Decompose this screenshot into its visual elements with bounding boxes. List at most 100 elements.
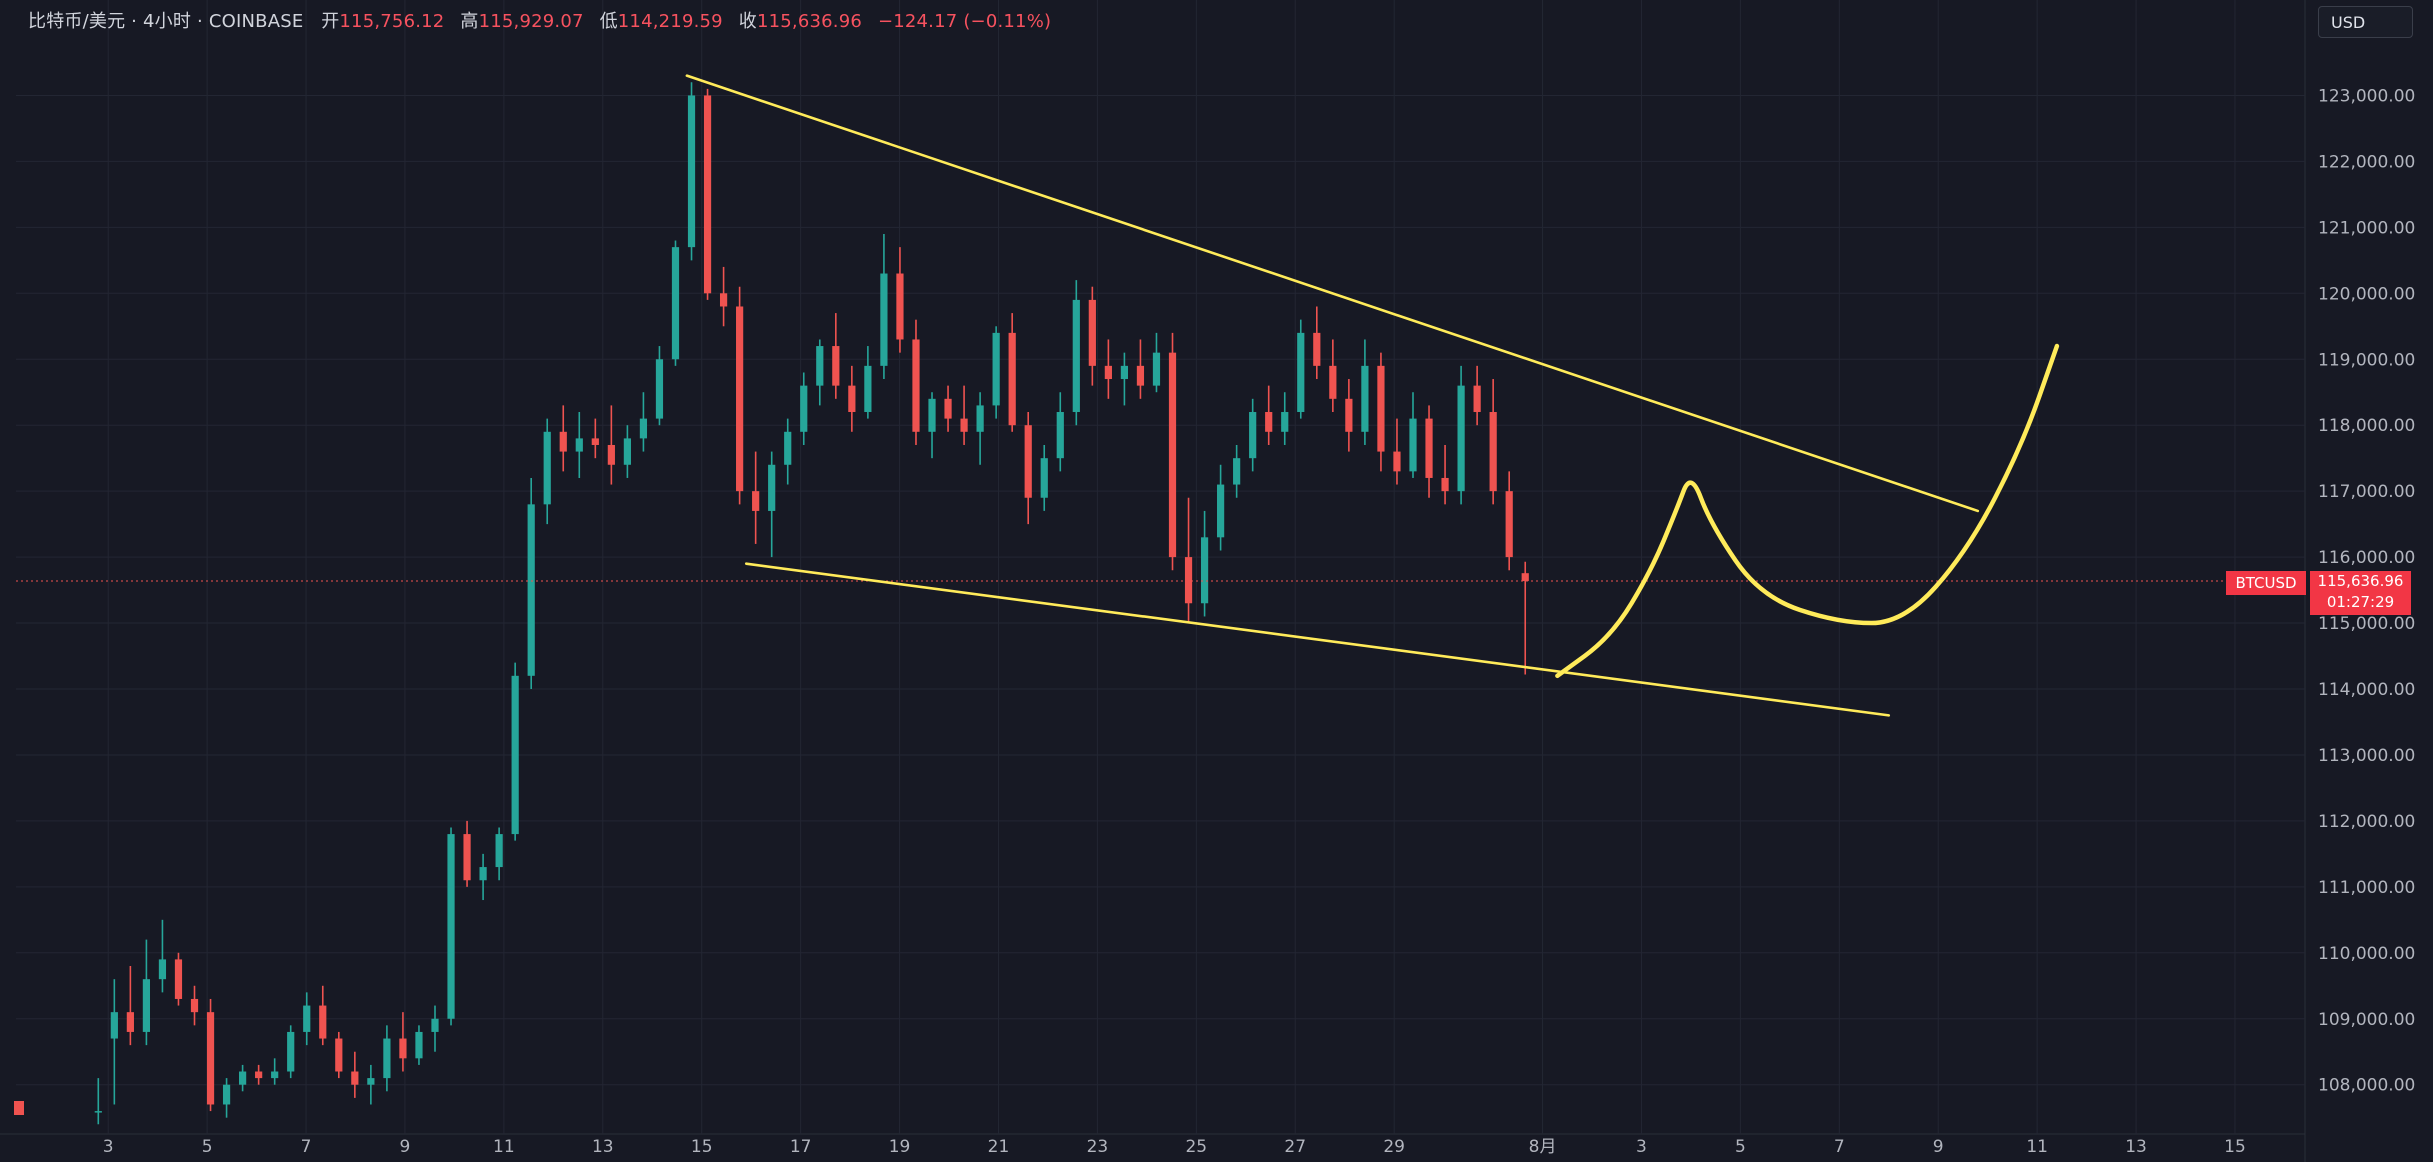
candle-body — [190, 998, 199, 1013]
x-tick-label: 15 — [2224, 1137, 2246, 1157]
candle-body — [1377, 365, 1385, 452]
candle-body — [880, 273, 888, 366]
candle-body — [511, 675, 519, 835]
x-tick-label: 9 — [1933, 1137, 1944, 1157]
candle-body — [319, 1005, 327, 1039]
x-tick-label: 7 — [301, 1137, 312, 1157]
x-tick-label: 25 — [1185, 1137, 1207, 1157]
x-tick-label: 17 — [790, 1137, 812, 1157]
currency-button[interactable]: USD — [2318, 6, 2413, 38]
candle-body — [1152, 352, 1161, 386]
candle-body — [1425, 418, 1433, 478]
current-price-tag: BTCUSD 115,636.96 01:27:29 — [2226, 571, 2411, 615]
y-tick-label: 119,000.00 — [2318, 350, 2415, 370]
candle-body — [1361, 365, 1369, 432]
candle-body — [271, 1071, 279, 1079]
candle-body — [335, 1038, 343, 1072]
candle-body — [559, 431, 567, 452]
open-label: 开 — [321, 11, 340, 32]
x-tick-label: 5 — [202, 1137, 213, 1157]
candle-body — [1441, 477, 1449, 492]
candle-body — [158, 959, 167, 980]
x-tick-label: 8月 — [1529, 1137, 1557, 1157]
last-price-label: 115,636.96 — [2317, 572, 2404, 590]
projection-curve — [1555, 343, 2060, 679]
candle-body — [1505, 491, 1513, 558]
candle-body — [1521, 573, 1529, 582]
candle-body — [126, 1012, 134, 1032]
x-tick-label: 23 — [1087, 1137, 1109, 1157]
high-label: 高 — [460, 11, 479, 32]
candle-body — [1217, 484, 1225, 538]
y-tick-label: 114,000.00 — [2318, 680, 2415, 700]
upper-trendline — [685, 74, 1980, 513]
x-tick-label: 5 — [1735, 1137, 1746, 1157]
candle-body — [1184, 557, 1193, 604]
candle-body — [543, 431, 551, 505]
candle-body — [1489, 412, 1497, 492]
x-tick-label: 15 — [691, 1137, 713, 1157]
y-tick-label: 109,000.00 — [2318, 1010, 2415, 1030]
candle-body — [303, 1005, 311, 1032]
y-tick-label: 121,000.00 — [2318, 218, 2415, 238]
close-label: 收 — [738, 11, 757, 32]
candle-body — [671, 247, 680, 360]
low-label: 低 — [599, 11, 618, 32]
y-tick-label: 110,000.00 — [2318, 944, 2415, 964]
x-tick-label: 11 — [2026, 1137, 2048, 1157]
candle-body — [1473, 385, 1481, 413]
lower-trendline — [744, 562, 1891, 717]
candle-body — [1120, 365, 1129, 380]
y-tick-label: 123,000.00 — [2318, 86, 2415, 106]
x-tick-label: 11 — [493, 1137, 515, 1157]
candle-body — [239, 1071, 247, 1085]
candle-body — [1297, 332, 1305, 413]
candle-body — [736, 306, 744, 492]
x-tick-label: 13 — [2125, 1137, 2147, 1157]
candle-body — [1249, 412, 1257, 459]
y-tick-label: 108,000.00 — [2318, 1076, 2415, 1096]
candle-body — [1136, 365, 1145, 386]
candle-body — [1233, 458, 1241, 485]
candle-body — [591, 438, 599, 445]
candle-body — [719, 293, 728, 307]
candle-body — [527, 504, 535, 676]
y-tick-label: 115,000.00 — [2318, 614, 2415, 634]
candle-body — [463, 834, 471, 881]
x-tick-label: 21 — [988, 1137, 1010, 1157]
candle-body — [976, 405, 984, 432]
candle-body — [639, 418, 648, 439]
candle-body — [784, 431, 792, 465]
candle-body — [1200, 537, 1209, 604]
candle-body — [222, 1084, 231, 1105]
candle-body — [607, 444, 615, 465]
candle-body — [142, 979, 151, 1032]
x-tick-label: 9 — [400, 1137, 411, 1157]
candle-body — [1008, 332, 1016, 426]
candle-body — [447, 834, 455, 1019]
offscreen-candle-marker — [14, 1101, 24, 1115]
candle-body — [703, 95, 712, 294]
candle-body — [768, 464, 776, 511]
candle-body — [1040, 458, 1048, 498]
candle-body — [1281, 412, 1289, 432]
bar-countdown-label: 01:27:29 — [2326, 593, 2395, 611]
candle-body — [832, 346, 840, 386]
candle-body — [1457, 385, 1465, 492]
candle-body — [1168, 352, 1177, 558]
candle-body — [960, 418, 968, 432]
y-tick-label: 118,000.00 — [2318, 416, 2415, 436]
candle-body — [287, 1031, 295, 1072]
open-value: 115,756.12 — [339, 11, 445, 32]
candle-body — [623, 438, 631, 465]
y-tick-label: 120,000.00 — [2318, 284, 2415, 304]
candle-body — [479, 867, 487, 881]
y-tick-label: 117,000.00 — [2318, 482, 2415, 502]
candle-body — [1088, 299, 1096, 366]
y-tick-label: 122,000.00 — [2318, 152, 2415, 172]
candle-body — [816, 346, 824, 386]
candle-body — [1409, 418, 1417, 472]
candle-body — [383, 1038, 391, 1079]
